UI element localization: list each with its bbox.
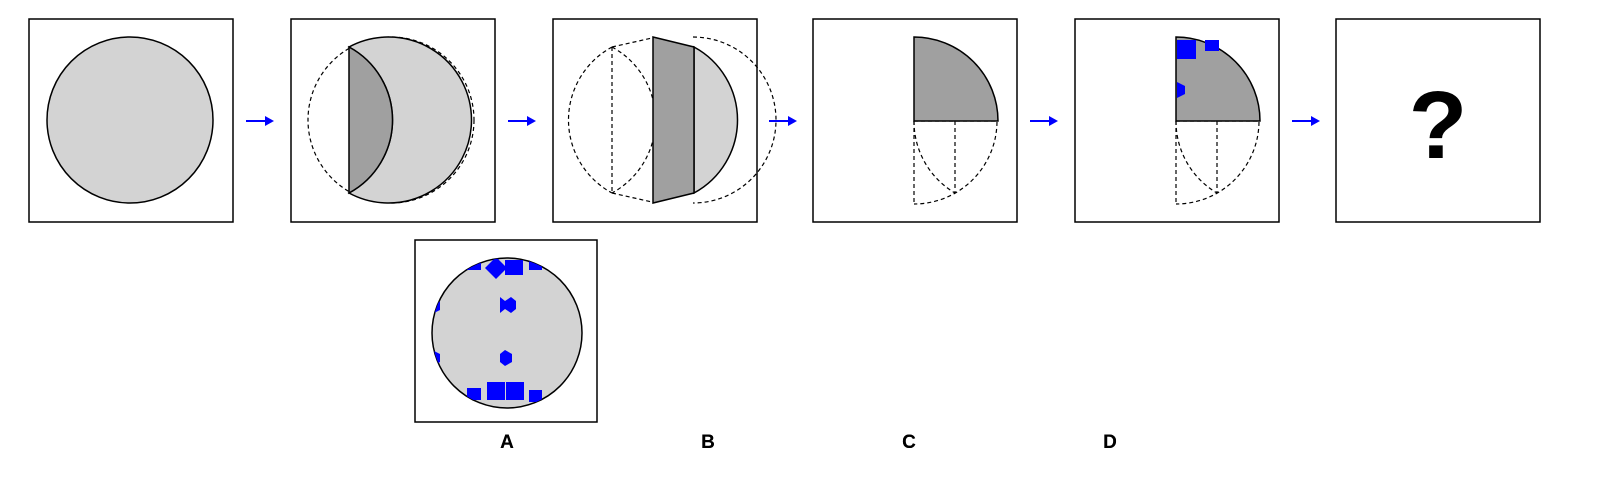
dashed-edge — [567, 46, 613, 194]
sequence-panel-1 — [28, 18, 234, 223]
right-arrow-icon — [246, 116, 274, 126]
option-label-d: D — [1103, 432, 1117, 453]
panel-frame — [1335, 18, 1541, 223]
right-arrow-icon — [1030, 116, 1058, 126]
sequence-panel-3 — [552, 18, 777, 223]
dashed-edge — [692, 36, 777, 204]
sequence-panel-5 — [1074, 18, 1280, 223]
hexagon-hole — [1177, 82, 1185, 98]
folded-outline — [307, 36, 475, 204]
option-label-a-text: A — [500, 432, 514, 453]
sequence-panel-2 — [290, 18, 496, 223]
option-label-d-text: D — [1103, 432, 1117, 453]
option-label-c: C — [902, 432, 916, 453]
right-arrow-icon — [508, 116, 536, 126]
fold-flap — [348, 45, 394, 195]
dashed-edge — [913, 120, 998, 205]
option-label-a: A — [500, 432, 514, 453]
sequence-panel-6: ? — [1335, 18, 1541, 223]
option-a[interactable] — [414, 239, 598, 423]
square-hole — [1205, 40, 1219, 51]
paper-circle — [46, 36, 214, 204]
paper-remaining — [693, 45, 739, 195]
question-mark-icon: ? — [1409, 72, 1468, 179]
hole-pattern — [432, 258, 542, 402]
dashed-edge — [611, 46, 657, 194]
option-label-b: B — [701, 432, 715, 453]
fold-flap — [652, 36, 695, 204]
unfolded-paper — [431, 257, 583, 409]
dashed-edge — [1175, 120, 1260, 205]
folded-quarter — [1175, 36, 1261, 122]
option-label-b-text: B — [701, 432, 715, 453]
right-arrow-icon — [1292, 116, 1320, 126]
right-arrow-icon — [769, 116, 797, 126]
folded-quarter — [913, 36, 999, 122]
option-label-c-text: C — [902, 432, 916, 453]
sequence-panel-4 — [812, 18, 1018, 223]
square-hole — [1177, 40, 1196, 59]
